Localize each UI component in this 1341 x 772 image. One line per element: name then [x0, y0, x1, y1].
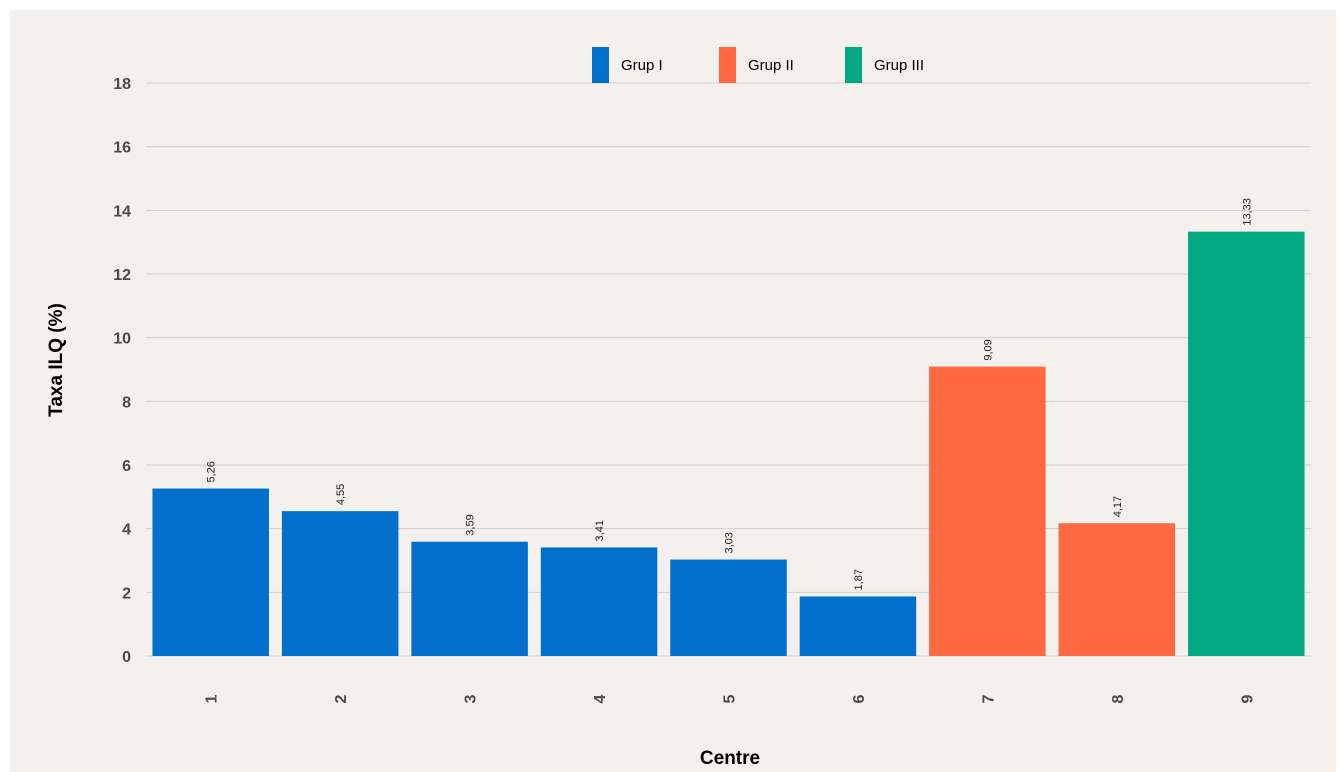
x-tick-label: 8: [1110, 694, 1127, 703]
legend-swatch: [845, 47, 862, 83]
y-tick-label: 12: [113, 267, 131, 284]
x-tick-label: 4: [592, 694, 609, 703]
bar-centre-4: [540, 547, 658, 656]
y-tick-label: 18: [113, 76, 131, 93]
legend-label: Grup II: [748, 57, 794, 74]
bar-value-label: 3,03: [724, 532, 736, 553]
x-axis-ticks: 1 2 3 4 5 6 7 8 9: [204, 694, 1257, 703]
bar-value-label: 3,59: [465, 514, 477, 535]
x-axis-title: Centre: [700, 748, 760, 769]
y-tick-label: 10: [113, 331, 131, 348]
y-axis-title: Taxa ILQ (%): [46, 303, 67, 417]
bar-centre-3: [411, 541, 528, 656]
x-tick-label: 5: [722, 694, 739, 703]
bar-centre-9: [1188, 231, 1305, 656]
bar-value-label: 5,26: [206, 461, 218, 482]
y-tick-label: 6: [122, 458, 131, 475]
legend-swatch: [719, 47, 736, 83]
chart-background: [10, 10, 1336, 772]
y-tick-label: 14: [113, 203, 131, 220]
legend: Grup I Grup II Grup III: [592, 47, 924, 83]
bar-centre-2: [281, 511, 399, 656]
y-tick-label: 8: [122, 394, 131, 411]
bar-value-label: 4,55: [335, 484, 347, 505]
x-tick-label: 7: [980, 694, 997, 703]
bar-centre-8: [1058, 523, 1176, 656]
y-tick-label: 4: [122, 522, 131, 539]
bar-centre-6: [799, 596, 917, 656]
bar-centre-5: [670, 559, 787, 656]
bar-value-label: 3,41: [594, 520, 606, 541]
bar-centre-1: [152, 488, 269, 656]
y-tick-label: 0: [122, 649, 131, 666]
x-tick-label: 2: [333, 694, 350, 703]
bars: [152, 231, 1305, 656]
x-tick-label: 3: [463, 694, 480, 703]
bar-value-label: 4,17: [1112, 496, 1124, 517]
data-labels: 5,26 4,55 3,59 3,41 3,03 1,87 9,09 4,17 13,33: [206, 198, 1254, 590]
x-tick-label: 6: [851, 694, 868, 703]
legend-label: Grup I: [621, 57, 663, 74]
x-tick-label: 9: [1239, 694, 1256, 703]
legend-swatch: [592, 47, 609, 83]
y-tick-label: 16: [113, 140, 131, 157]
bar-value-label: 13,33: [1241, 198, 1253, 226]
bar-value-label: 1,87: [853, 569, 865, 590]
x-tick-label: 1: [204, 694, 221, 703]
y-axis-ticks: 0 2 4 6 8 10 12 14 16 18: [113, 76, 131, 666]
bar-value-label: 9,09: [982, 339, 994, 360]
bar-centre-7: [929, 366, 1046, 656]
y-tick-label: 2: [122, 585, 131, 602]
legend-label: Grup III: [874, 57, 924, 74]
